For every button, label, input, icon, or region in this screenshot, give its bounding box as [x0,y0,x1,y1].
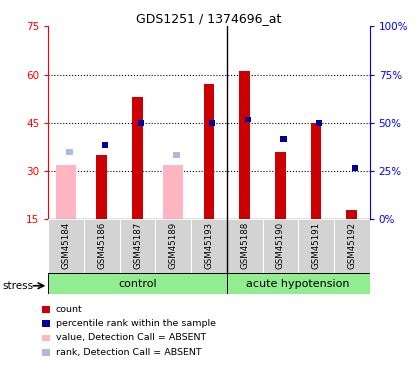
Bar [155,219,191,274]
Text: GSM45188: GSM45188 [240,222,249,269]
Bar [334,219,370,274]
Text: GSM45190: GSM45190 [276,222,285,268]
Text: GSM45189: GSM45189 [169,222,178,268]
Text: count: count [56,305,83,314]
Bar [42,334,50,341]
Bar [346,210,357,219]
Bar [138,120,144,126]
Bar [191,219,227,274]
Bar [102,142,108,148]
Bar [132,97,143,219]
Bar [163,165,183,219]
Bar [311,123,321,219]
Bar [173,152,180,158]
Bar [275,152,286,219]
Bar [227,219,262,274]
Text: GSM45187: GSM45187 [133,222,142,269]
Bar [84,219,120,274]
Bar [42,306,50,313]
Text: GSM45191: GSM45191 [312,222,320,268]
Text: rank, Detection Call = ABSENT: rank, Detection Call = ABSENT [56,348,202,357]
Bar [281,136,287,142]
Text: percentile rank within the sample: percentile rank within the sample [56,319,216,328]
Bar [209,120,215,126]
Title: GDS1251 / 1374696_at: GDS1251 / 1374696_at [136,12,282,25]
Bar [120,219,155,274]
Text: GSM45184: GSM45184 [62,222,71,269]
Bar [227,273,370,294]
Text: value, Detection Call = ABSENT: value, Detection Call = ABSENT [56,333,206,342]
Bar [204,84,214,219]
Bar [97,155,107,219]
Bar [56,165,76,219]
Bar [48,273,227,294]
Bar [66,149,73,154]
Text: GSM45192: GSM45192 [347,222,356,268]
Text: GSM45186: GSM45186 [97,222,106,269]
Bar [239,71,250,219]
Bar [316,120,323,126]
Bar [42,349,50,355]
Text: stress: stress [2,281,33,291]
Bar [48,219,84,274]
Bar [352,165,358,171]
Bar [42,320,50,327]
Bar [244,117,251,123]
Text: GSM45193: GSM45193 [205,222,213,268]
Text: control: control [118,279,157,289]
Text: acute hypotension: acute hypotension [247,279,350,289]
Bar [298,219,334,274]
Bar [262,219,298,274]
